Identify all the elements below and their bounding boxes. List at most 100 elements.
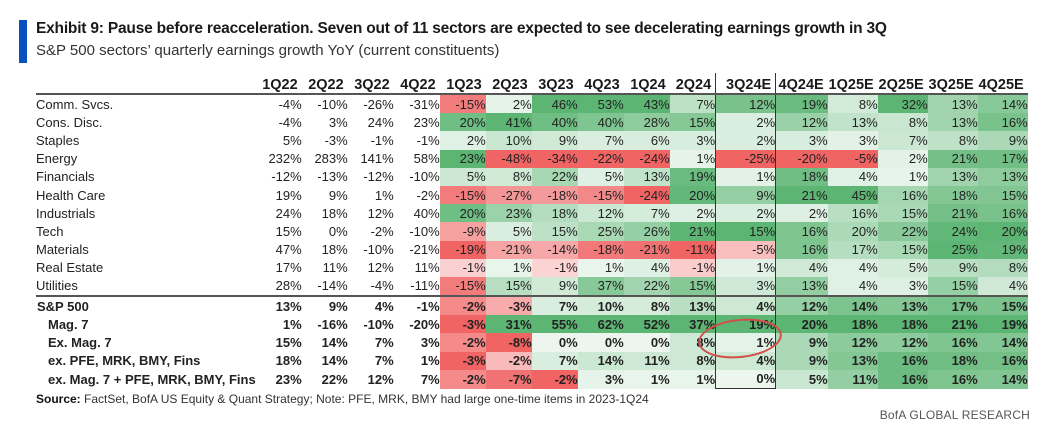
row-label: Industrials <box>36 205 96 221</box>
cell-2q22: 18% <box>321 205 348 221</box>
cell-3q25e: 24% <box>927 222 978 241</box>
row-label: Health Care <box>36 187 106 203</box>
cell-2q25e: 32% <box>877 94 928 114</box>
cell-4q22: -20% <box>409 316 440 332</box>
cell-3q23: 9% <box>531 276 578 297</box>
cell-4q22: -10% <box>409 223 440 239</box>
column-header-row: 1Q22 2Q22 3Q22 4Q22 1Q23 2Q23 3Q23 4Q23 1Q24 2Q24… <box>36 73 1028 95</box>
cell-4q25e: 19% <box>977 315 1028 334</box>
cell-1q23: -15% <box>439 276 486 297</box>
cell-2q25e: 3% <box>877 276 928 297</box>
cell-1q22: 15% <box>275 335 302 351</box>
cell-4q22: -1% <box>416 132 440 148</box>
cell-1q22: -12% <box>271 169 302 185</box>
cell-3q25e: 15% <box>927 276 978 297</box>
cell-2q25e: 7% <box>877 131 928 150</box>
cell-4q25e: 14% <box>977 333 1028 352</box>
cell-3q22: 1% <box>374 187 394 203</box>
column-header-2q25e: 2Q25E <box>877 73 928 95</box>
cell-1q22: 15% <box>275 223 302 239</box>
cell-3q24e: 1% <box>715 333 777 352</box>
cell-4q25e: 14% <box>977 369 1028 389</box>
row-label: Real Estate <box>36 260 104 276</box>
cell-2q23: 5% <box>485 222 532 241</box>
cell-4q22: 1% <box>420 353 440 369</box>
exhibit-subtitle: S&P 500 sectors’ quarterly earnings grow… <box>36 42 500 59</box>
cell-4q22: 11% <box>414 260 440 276</box>
cell-3q25e: 16% <box>927 369 978 389</box>
row-label: Comm. Svcs. <box>36 96 114 112</box>
cell-4q23: 7% <box>577 131 624 150</box>
row-label: Ex. Mag. 7 <box>48 335 112 351</box>
source-label: Source: <box>36 392 81 406</box>
cell-3q25e: 21% <box>927 204 978 223</box>
table-row: Energy 232% 283% 141% 58% 23% -48% -34% -22% -24%… <box>36 149 1028 168</box>
cell-1q22: -4% <box>278 96 302 112</box>
cell-2q22: 283% <box>314 151 348 167</box>
cell-4q24e: 16% <box>775 222 828 241</box>
cell-3q25e: 21% <box>927 315 978 334</box>
cell-3q22: 141% <box>360 151 394 167</box>
table-row: Industrials 24% 18% 12% 40% 20% 23% 18% 12% 7% 2% 2… <box>36 204 1028 223</box>
row-label: Energy <box>36 151 78 167</box>
cell-3q24e: 3% <box>715 276 777 297</box>
cell-4q22: -31% <box>409 96 440 112</box>
column-header-2q22: 2Q22 <box>301 73 348 95</box>
cell-2q25e: 1% <box>877 167 928 186</box>
source-text: FactSet, BofA US Equity & Quant Strategy… <box>80 392 649 406</box>
column-header-4q22: 4Q22 <box>393 73 440 95</box>
cell-2q24: 19% <box>669 167 716 186</box>
cell-2q23: -2% <box>485 351 532 370</box>
cell-2q23: 2% <box>485 94 532 114</box>
cell-2q25e: 8% <box>877 113 928 132</box>
cell-2q25e: 2% <box>877 149 928 168</box>
cell-3q23: 22% <box>531 167 578 186</box>
cell-3q25e: 18% <box>927 351 978 370</box>
cell-1q25e: 14% <box>827 295 878 316</box>
cell-1q25e: 11% <box>827 369 878 389</box>
column-header-1q23: 1Q23 <box>439 73 486 95</box>
cell-2q24: 15% <box>669 276 716 297</box>
cell-1q23: 20% <box>439 113 486 132</box>
cell-1q25e: 18% <box>827 315 878 334</box>
cell-3q25e: 17% <box>927 295 978 316</box>
cell-1q22: -4% <box>278 114 302 130</box>
column-header-3q23: 3Q23 <box>531 73 578 95</box>
cell-3q24e: 9% <box>715 185 777 205</box>
cell-3q23: 0% <box>531 333 578 352</box>
cell-1q24: 1% <box>623 369 670 389</box>
cell-3q25e: 16% <box>927 333 978 352</box>
cell-1q25e: 17% <box>827 240 878 259</box>
cell-4q22: 23% <box>413 114 440 130</box>
cell-3q23: -34% <box>531 149 578 168</box>
cell-4q25e: 15% <box>977 295 1028 316</box>
column-header-3q24e: 3Q24E <box>715 73 777 95</box>
cell-2q24: 1% <box>669 369 716 389</box>
cell-3q23: -14% <box>531 240 578 259</box>
cell-1q23: -3% <box>439 351 486 370</box>
cell-3q23: 40% <box>531 113 578 132</box>
row-label: Staples <box>36 132 80 148</box>
cell-3q23: 55% <box>531 315 578 334</box>
cell-4q24e: 4% <box>775 258 828 277</box>
cell-4q24e: 12% <box>775 113 828 132</box>
cell-4q22: -11% <box>410 278 440 294</box>
cell-2q24: 7% <box>669 94 716 114</box>
column-header-1q22: 1Q22 <box>255 73 302 95</box>
cell-4q23: -18% <box>577 240 624 259</box>
cell-3q24e: -5% <box>715 240 777 259</box>
cell-1q22: 5% <box>282 132 302 148</box>
cell-4q24e: 20% <box>775 315 828 334</box>
cell-1q24: 43% <box>623 94 670 114</box>
cell-1q24: 7% <box>623 204 670 223</box>
cell-3q24e: 0% <box>715 369 777 389</box>
cell-3q25e: 25% <box>927 240 978 259</box>
cell-4q22: 58% <box>413 151 440 167</box>
cell-4q24e: 12% <box>775 295 828 316</box>
table-row: Materials 47% 18% -10% -21% -19% -21% -14% -18% -… <box>36 240 1028 259</box>
column-header-3q22: 3Q22 <box>347 73 394 95</box>
cell-3q24e: 2% <box>715 204 777 223</box>
cell-3q24e: 4% <box>715 295 777 316</box>
row-label: S&P 500 <box>36 295 256 316</box>
cell-1q23: -15% <box>439 94 486 114</box>
